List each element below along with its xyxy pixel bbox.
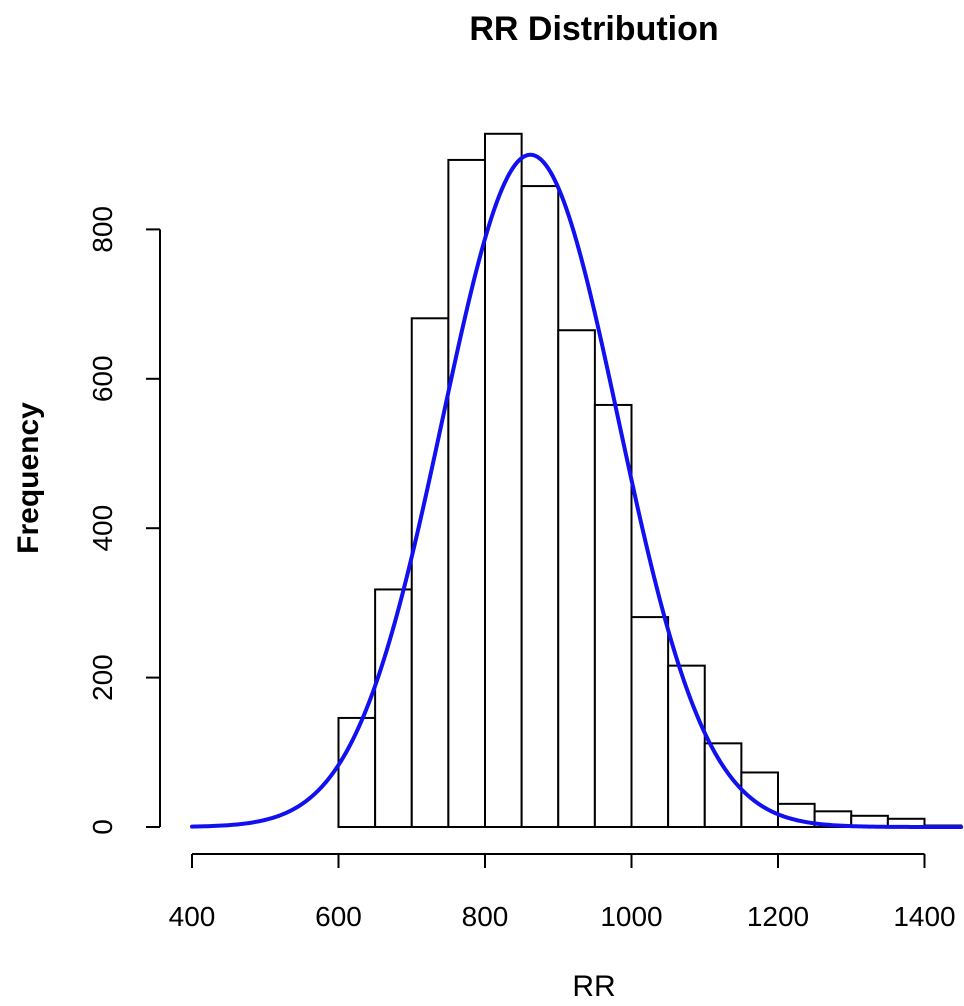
histogram-bar — [557, 329, 596, 828]
y-tick-label: 0 — [87, 819, 118, 835]
x-axis: 400 600 800 1000 1200 1400 — [169, 853, 956, 932]
histogram-bar — [520, 185, 560, 829]
y-tick-label: 200 — [87, 654, 118, 701]
histogram-bar — [447, 158, 486, 828]
x-tick-label: 1000 — [600, 901, 662, 932]
bars-group — [337, 132, 963, 829]
histogram-bar — [337, 716, 377, 828]
histogram-bar — [630, 616, 670, 829]
y-tick-label: 400 — [87, 505, 118, 552]
y-axis-label: Frequency — [12, 402, 45, 554]
histogram-bar — [740, 771, 779, 828]
x-tick-label: 400 — [169, 901, 216, 932]
histogram-bar — [410, 317, 450, 828]
histogram-bar — [484, 132, 523, 828]
histogram-bar — [593, 403, 633, 828]
curve-group — [190, 152, 964, 829]
y-tick-label: 600 — [87, 355, 118, 402]
x-tick-label: 800 — [462, 901, 509, 932]
x-tick-label: 600 — [315, 901, 362, 932]
x-tick-label: 1200 — [747, 901, 809, 932]
y-tick-label: 800 — [87, 206, 118, 253]
y-axis: 0 200 400 600 800 — [87, 206, 161, 835]
x-axis-label: RR — [572, 970, 615, 1003]
chart-title: RR Distribution — [469, 10, 718, 48]
normal-density-curve — [190, 152, 964, 829]
x-tick-label: 1400 — [893, 901, 955, 932]
